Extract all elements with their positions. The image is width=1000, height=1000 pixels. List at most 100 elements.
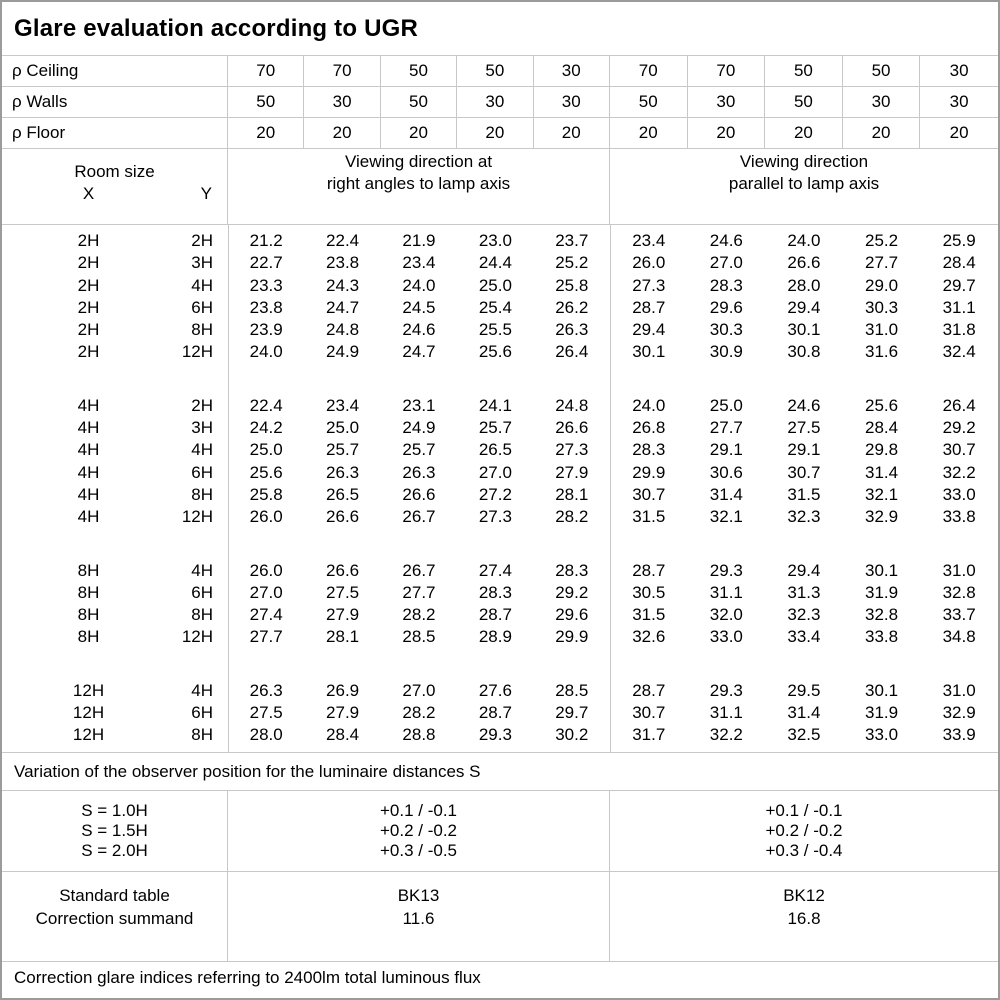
room-size-cell: 4H 3H [2,417,228,439]
ugr-value-cell: 25.2 [864,231,899,250]
room-x-cell: 2H [77,253,100,273]
ugr-value-cell: 28.7 [632,680,666,700]
ugr-value-cell: 28.0 [787,275,821,295]
ugr-value-cell: 28.3 [709,275,743,295]
reflectance-value-cell: 30 [949,92,969,111]
ugr-value-cell: 26.7 [402,507,436,527]
ugr-value-cell: 25.0 [249,440,283,460]
ugr-value-cell: 28.1 [555,484,589,504]
ugr-value-cell: 28.4 [326,725,360,745]
ugr-value-cell: 29.4 [787,560,821,580]
ugr-value-cell: 23.3 [249,275,283,295]
room-x-cell: 4H [77,462,100,482]
ugr-value-cell: 29.9 [632,462,666,482]
ugr-row: 8H 6H 27.0 27.5 27.7 28.3 29.2 30.5 31.1 31.3 31.9… [2,582,998,604]
ugr-value-cell: 31.4 [787,703,821,723]
ugr-value-cell: 32.2 [709,725,743,745]
ugr-value-cell: 29.0 [864,275,899,295]
ugr-value-cell: 25.7 [402,440,436,460]
ugr-value-cell: 27.9 [555,462,589,482]
ugr-value-cell: 28.7 [632,560,666,580]
ugr-value-cell: 28.7 [478,703,512,723]
ugr-value-cell: 26.7 [402,560,436,580]
reflectance-row-label: ρ Walls [2,87,228,117]
ugr-row: 4H 4H 25.0 25.7 25.7 26.5 27.3 28.3 29.1 29.1 29.8… [2,439,998,461]
ugr-value-cell: 25.4 [478,297,512,317]
ugr-value-cell: 26.6 [787,253,821,273]
ugr-value-cell: 26.2 [555,297,589,317]
room-y-cell: 4H [191,275,213,295]
spacer [2,484,32,506]
parallel-header-line2: parallel to lamp axis [728,174,880,193]
ugr-value-cell: 29.4 [632,320,666,340]
reflectance-value-cell: 70 [304,56,381,86]
ugr-value-cell: 26.3 [555,320,589,340]
room-y-cell: 12H [181,342,213,362]
summary-parallel: BK12 16.8 [610,872,998,961]
spacer [2,439,32,461]
reflectance-value-cell: 20 [381,118,458,148]
ugr-value-cell: 26.3 [326,462,360,482]
ugr-value-cell: 31.9 [864,703,899,723]
ugr-value-cell: 29.8 [864,440,899,460]
reflectance-value-cell: 50 [765,87,843,117]
room-size-cell: 2H 3H [2,252,228,274]
reflectance-value-cell: 20 [610,118,688,148]
ugr-value-cell: 32.4 [942,342,976,362]
ugr-value-cell: 30.1 [864,560,899,580]
ugr-value-cell: 32.3 [787,605,821,625]
ugr-value-cell: 31.5 [787,484,821,504]
ugr-value-cell: 30.3 [864,297,899,317]
room-x-cell: 2H [77,342,100,362]
room-size-cell: 8H 12H [2,626,228,648]
ugr-value-cell: 31.0 [942,680,976,700]
room-x-cell: 8H [77,605,100,625]
x-column-label: X [82,184,95,203]
ugr-value-cell: 24.7 [402,342,436,362]
ugr-value-cell: 26.0 [249,507,283,527]
ugr-value-cell: 30.5 [632,582,666,602]
ugr-value-cell: 30.3 [709,320,743,340]
footer-note-row: Correction glare indices referring to 24… [2,961,998,998]
ugr-value-cell: 26.9 [326,680,360,700]
room-size-cell: 8H 6H [2,582,228,604]
ugr-value-cell: 24.9 [402,418,436,438]
ugr-value-cell: 29.4 [787,297,821,317]
ugr-value-cell: 28.9 [478,627,512,647]
room-x-cell: 8H [77,627,100,647]
ugr-value-cell: 23.7 [555,231,589,250]
ugr-block: 8H 4H 26.0 26.6 26.7 27.4 28.3 28.7 29.3 29.4 30.1… [2,560,998,649]
ugr-value-cell: 29.7 [555,703,589,723]
ugr-value-cell: 25.0 [326,418,360,438]
ugr-value-cell: 32.1 [864,484,899,504]
room-size-cell: 2H 2H [2,230,228,252]
spacer [2,560,32,582]
reflectance-row-label: ρ Ceiling [2,56,228,86]
reflectance-value-cell: 30 [949,61,969,80]
spacer [2,275,32,297]
ugr-value-cell: 29.3 [709,560,743,580]
ugr-value-cell: 33.0 [942,484,976,504]
ugr-value-cell: 26.0 [632,253,666,273]
spacer [2,626,32,648]
ugr-value-cell: 21.9 [402,231,436,250]
reflectance-value-cell: 30 [304,87,381,117]
ugr-value-cell: 21.2 [249,231,283,250]
ugr-value-cell: 25.0 [478,275,512,295]
ugr-value-cell: 28.5 [402,627,436,647]
ugr-value-cell: 27.4 [249,605,283,625]
reflectance-value-cell: 50 [381,56,458,86]
ugr-value-cell: 27.3 [632,275,666,295]
ugr-value-cell: 30.8 [787,342,821,362]
ugr-value-cell: 22.7 [249,253,283,273]
room-size-cell: 2H 6H [2,297,228,319]
room-size-cell: 12H 6H [2,702,228,724]
ugr-row: 2H 3H 22.7 23.8 23.4 24.4 25.2 26.0 27.0 26.6 27.7… [2,252,998,274]
reflectance-value-cell: 20 [457,118,534,148]
s-distance-label: S = 2.0H [81,841,148,860]
ugr-value-cell: 25.9 [942,231,976,250]
ugr-value-cell: 30.7 [632,484,666,504]
s-distance-label: S = 1.0H [81,801,148,820]
ugr-value-cell: 24.2 [249,418,283,438]
ugr-value-cell: 25.2 [555,253,589,273]
